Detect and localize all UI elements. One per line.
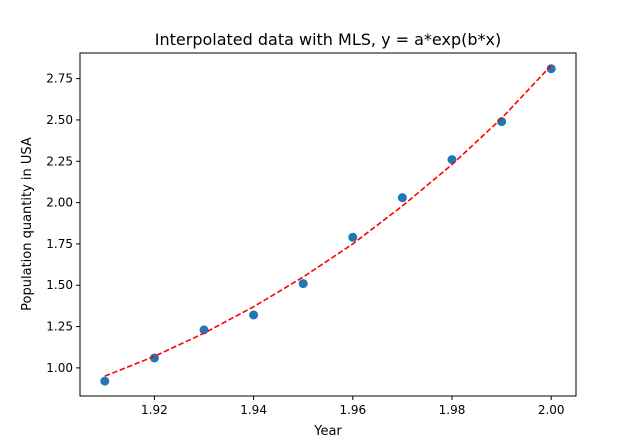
y-tick-label: 1.50: [46, 278, 73, 292]
y-tick-label: 1.75: [46, 237, 73, 251]
x-tick-label: 1.98: [439, 403, 466, 417]
y-tick-label: 1.00: [46, 361, 73, 375]
data-point: [149, 353, 159, 363]
data-point: [447, 155, 457, 165]
y-tick-label: 2.50: [46, 113, 73, 127]
x-tick-label: 1.94: [240, 403, 267, 417]
data-point: [100, 376, 110, 386]
x-tick-label: 1.96: [339, 403, 366, 417]
x-tick-label: 2.00: [538, 403, 565, 417]
plot-area: [100, 64, 556, 386]
data-point: [397, 193, 407, 203]
y-tick-label: 2.25: [46, 154, 73, 168]
chart-title: Interpolated data with MLS, y = a*exp(b*…: [155, 30, 501, 49]
x-axis: 1.92 1.94 1.96 1.98 2.00: [141, 396, 565, 417]
y-tick-label: 1.25: [46, 320, 73, 334]
y-axis-label: Population quantity in USA: [20, 137, 35, 311]
x-tick-label: 1.92: [141, 403, 168, 417]
y-tick-label: 2.75: [46, 72, 73, 86]
fit-line: [104, 64, 552, 377]
y-axis: 1.00 1.25 1.50 1.75 2.00 2.25 2.50 2.75: [46, 72, 80, 375]
data-point: [199, 325, 209, 335]
axes-frame: [79, 52, 577, 397]
x-axis-label: Year: [313, 424, 342, 439]
y-tick-label: 2.00: [46, 196, 73, 210]
data-point: [348, 232, 358, 242]
data-point: [298, 279, 308, 289]
data-point: [546, 64, 556, 74]
data-point: [249, 310, 259, 320]
